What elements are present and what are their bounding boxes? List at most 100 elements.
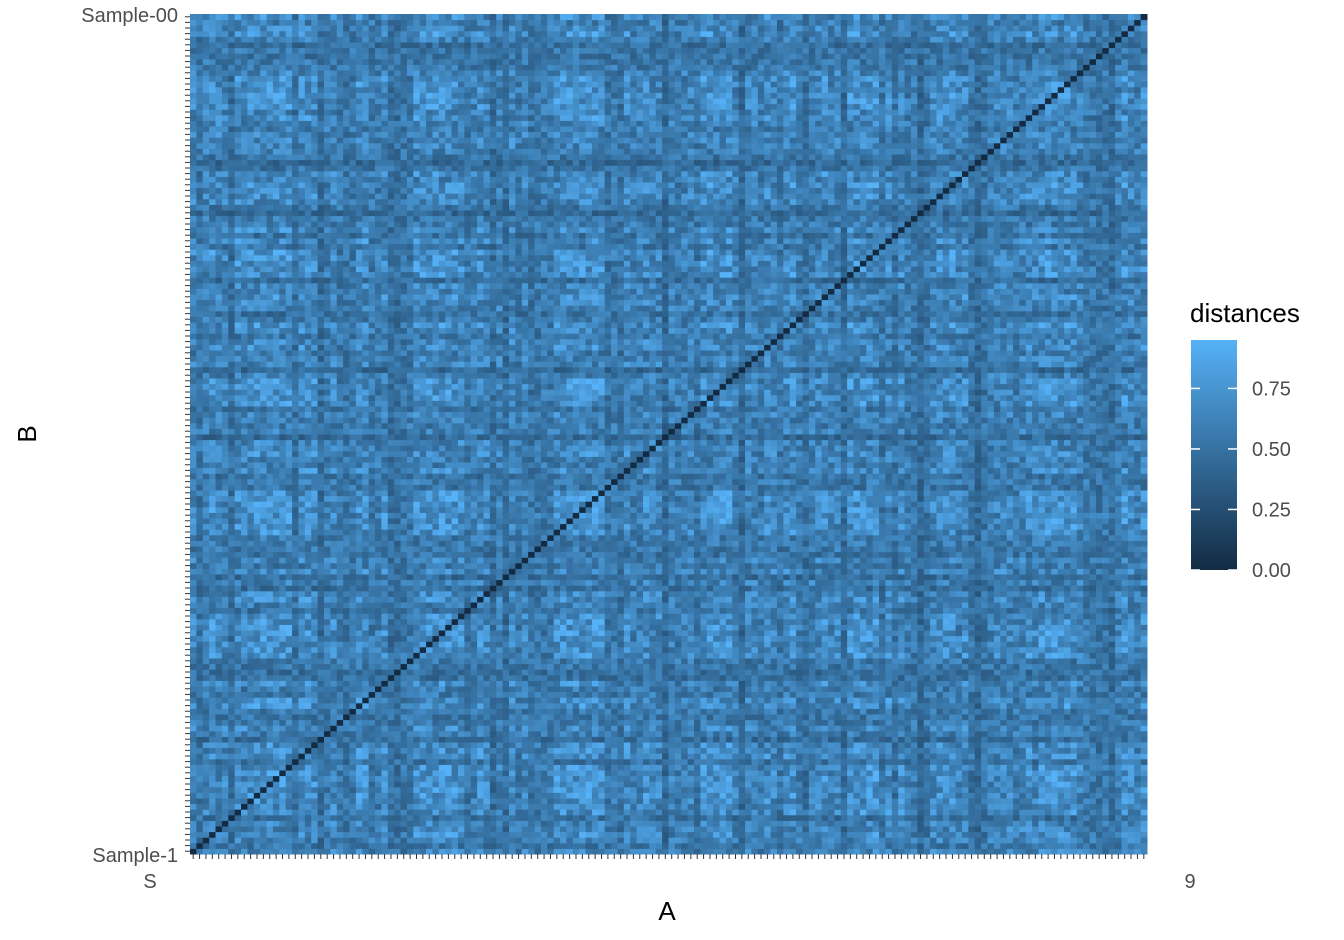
- heatmap-cell: [642, 686, 650, 693]
- heatmap-cell: [1051, 714, 1059, 721]
- heatmap-cell: [1019, 770, 1027, 777]
- heatmap-cell: [923, 786, 931, 793]
- heatmap-cell: [789, 798, 797, 805]
- heatmap-cell: [783, 680, 791, 687]
- heatmap-cell: [266, 663, 274, 670]
- heatmap-cell: [457, 708, 465, 715]
- heatmap-cell: [1000, 669, 1008, 676]
- heatmap-cell: [1102, 786, 1110, 793]
- heatmap-cell: [1038, 814, 1046, 821]
- heatmap-cell: [757, 674, 765, 681]
- heatmap-cell: [483, 730, 491, 737]
- heatmap-cell: [974, 753, 982, 760]
- heatmap-cell: [215, 803, 223, 810]
- heatmap-cell: [949, 781, 957, 788]
- heatmap-cell: [815, 719, 823, 726]
- heatmap-cell: [872, 770, 880, 777]
- heatmap-cell: [662, 708, 669, 715]
- heatmap-cell: [266, 730, 274, 737]
- heatmap-cell: [898, 848, 906, 855]
- heatmap-cell: [961, 792, 969, 799]
- heatmap-cell: [1140, 736, 1148, 743]
- heatmap-cell: [489, 831, 497, 838]
- heatmap-cell: [438, 837, 446, 844]
- heatmap-cell: [234, 764, 242, 771]
- heatmap-cell: [821, 814, 829, 821]
- heatmap-cell: [840, 786, 848, 793]
- heatmap-cell: [540, 803, 548, 810]
- heatmap-cell: [1134, 842, 1142, 849]
- heatmap-cell: [847, 803, 855, 810]
- heatmap-cell: [649, 742, 657, 749]
- heatmap-cell: [413, 753, 421, 760]
- heatmap-cell: [349, 758, 357, 765]
- heatmap-cell: [368, 702, 376, 709]
- heatmap-cell: [540, 669, 548, 676]
- heatmap-cell: [949, 736, 957, 743]
- heatmap-cell: [700, 708, 708, 715]
- heatmap-cell: [1044, 674, 1052, 681]
- heatmap-cell: [394, 826, 402, 833]
- heatmap-cell: [923, 848, 931, 855]
- heatmap-cell: [1089, 697, 1097, 704]
- heatmap-cell: [719, 686, 727, 693]
- heatmap-cell: [451, 697, 459, 704]
- heatmap-cell: [828, 753, 835, 760]
- heatmap-cell: [1083, 686, 1091, 693]
- heatmap-cell: [579, 770, 587, 777]
- heatmap-cell: [1108, 792, 1116, 799]
- heatmap-cell: [387, 719, 395, 726]
- heatmap-cell: [253, 725, 261, 732]
- heatmap-cell: [304, 758, 312, 765]
- heatmap-cell: [1095, 848, 1103, 855]
- heatmap-cell: [336, 826, 344, 833]
- heatmap-cell: [572, 842, 580, 849]
- heatmap-cell: [477, 686, 484, 693]
- heatmap-cell: [828, 826, 835, 833]
- heatmap-cell: [1019, 809, 1027, 816]
- heatmap-cell: [987, 809, 995, 816]
- heatmap-cell: [942, 798, 950, 805]
- heatmap-cell: [623, 770, 631, 777]
- heatmap-cell: [949, 775, 957, 782]
- heatmap-cell: [202, 680, 210, 687]
- heatmap-cell: [438, 747, 446, 754]
- heatmap-cell: [725, 669, 733, 676]
- heatmap-cell: [796, 758, 803, 765]
- heatmap-cell: [1038, 680, 1046, 687]
- heatmap-cell: [1013, 798, 1020, 805]
- heatmap-cell: [694, 697, 701, 704]
- heatmap-cell: [834, 848, 842, 855]
- heatmap-cell: [457, 764, 465, 771]
- heatmap-cell: [272, 831, 280, 838]
- heatmap-cell: [451, 714, 459, 721]
- heatmap-cell: [1115, 831, 1122, 838]
- heatmap-cell: [891, 831, 899, 838]
- heatmap-cell: [789, 747, 797, 754]
- heatmap-cell: [764, 742, 772, 749]
- heatmap-cell: [272, 775, 280, 782]
- heatmap-cell: [317, 798, 325, 805]
- heatmap-cell: [968, 736, 976, 743]
- heatmap-cell: [521, 781, 529, 788]
- heatmap-cell: [745, 848, 752, 855]
- heatmap-cell: [496, 742, 504, 749]
- heatmap-cell: [394, 814, 402, 821]
- heatmap-cell: [521, 753, 529, 760]
- heatmap-cell: [343, 798, 350, 805]
- heatmap-cell: [751, 674, 759, 681]
- heatmap-cell: [847, 708, 855, 715]
- heatmap-cell: [419, 798, 427, 805]
- heatmap-cell: [394, 702, 402, 709]
- heatmap-cell: [438, 697, 446, 704]
- heatmap-cell: [1025, 814, 1033, 821]
- heatmap-cell: [362, 792, 370, 799]
- heatmap-cell: [617, 826, 625, 833]
- heatmap-cell: [241, 775, 248, 782]
- heatmap-cell: [859, 674, 867, 681]
- heatmap-cell: [215, 697, 223, 704]
- heatmap-cell: [694, 747, 701, 754]
- heatmap-cell: [725, 770, 733, 777]
- heatmap-cell: [904, 719, 912, 726]
- heatmap-cell: [942, 669, 950, 676]
